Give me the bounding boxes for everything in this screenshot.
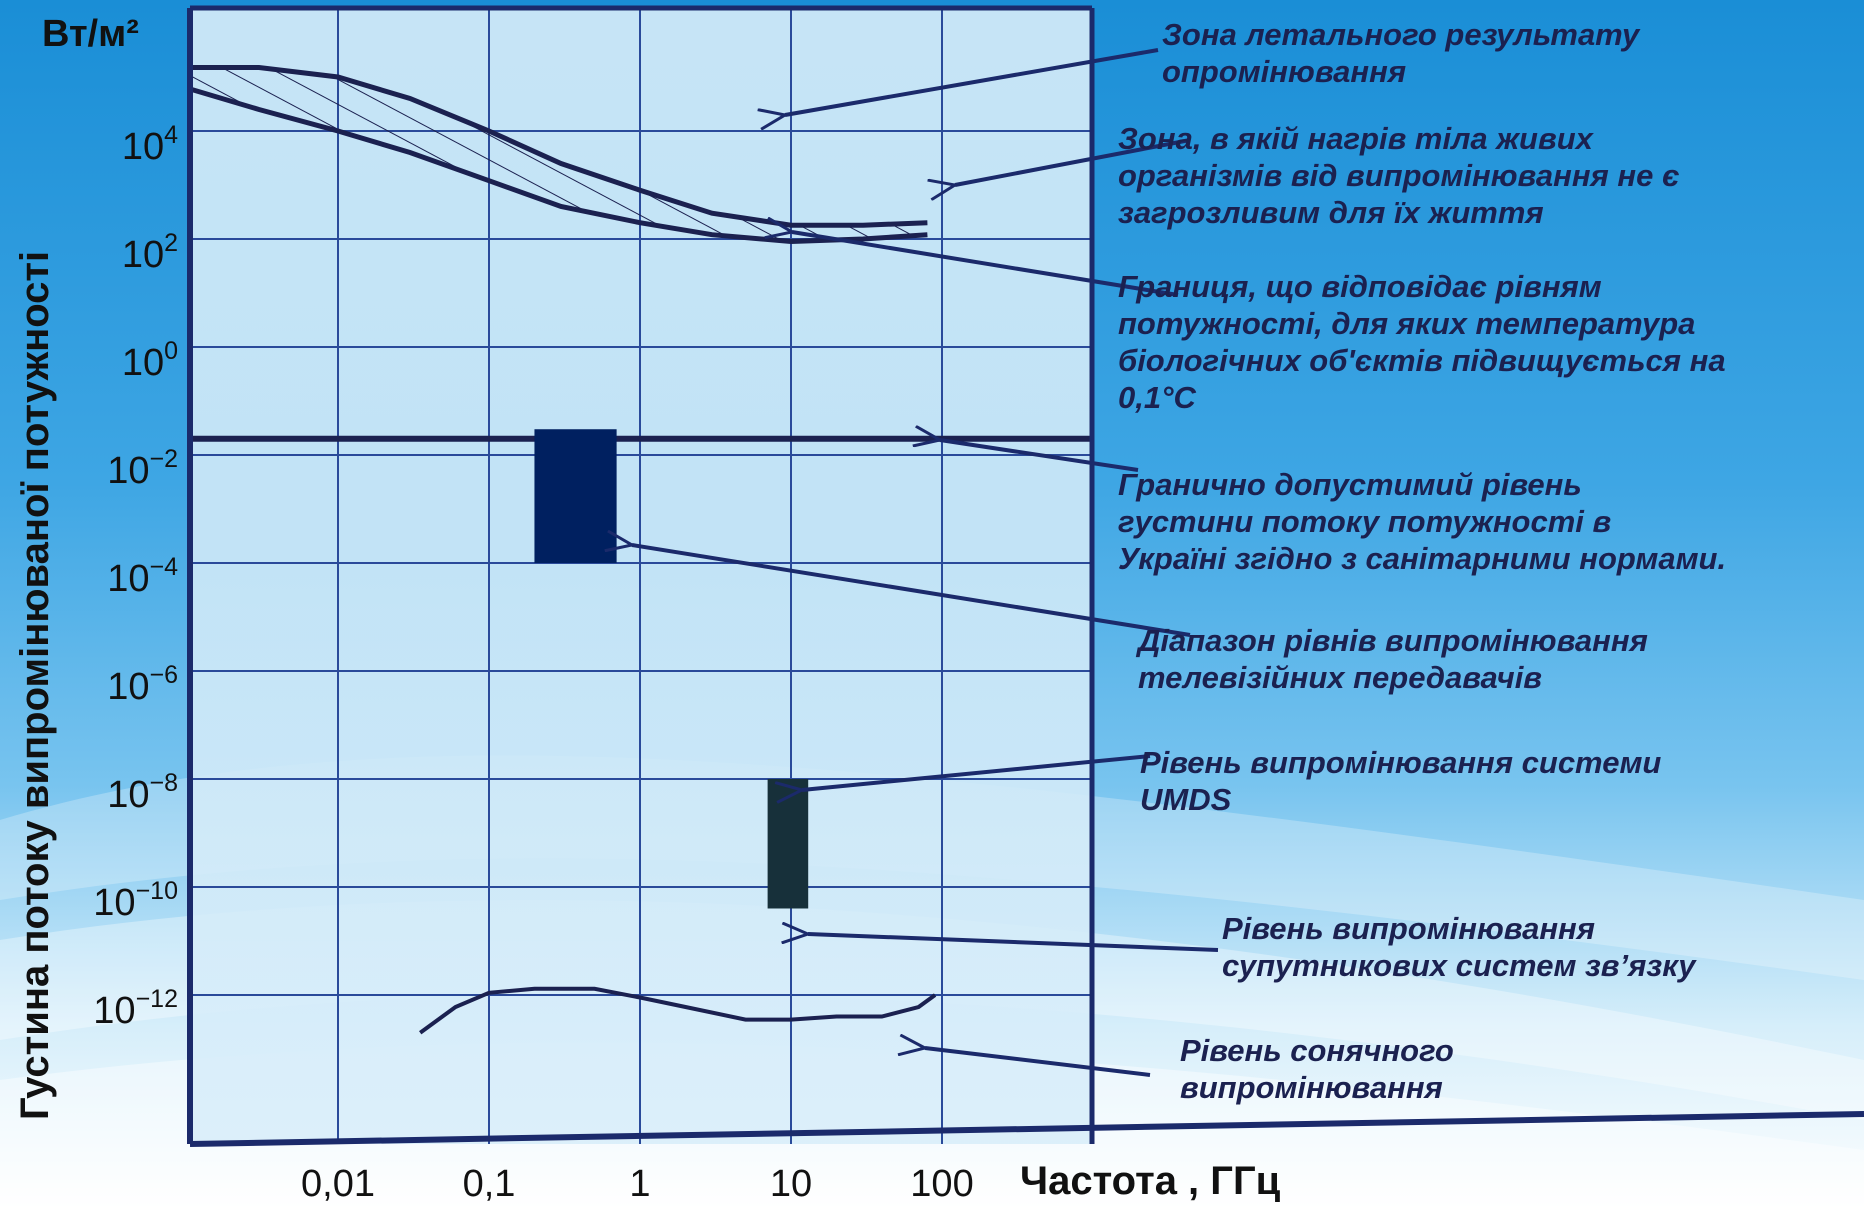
annotation-lethal: Зона летального результату опромінювання — [1162, 17, 1640, 89]
x-tick-labels: 0,01 0,1 1 10 100 — [301, 1163, 974, 1205]
y-tick-label: 10−4 — [107, 553, 178, 600]
y-tick-label: 10−10 — [93, 877, 178, 924]
lethal-zone-fill — [190, 67, 928, 242]
umds_satellite-bar — [767, 779, 809, 909]
annotation-arrow — [808, 934, 1219, 952]
annotation-boundary: Границя, що відповідає рівням потужності… — [1118, 269, 1726, 415]
annotation-arrow — [632, 545, 1191, 637]
fills — [190, 67, 928, 242]
x-tick-label: 100 — [910, 1163, 973, 1205]
y-tick-label: 10−6 — [107, 661, 178, 708]
y-tick-label: 10−12 — [93, 985, 178, 1032]
x-tick-label: 0,1 — [463, 1163, 516, 1205]
y-tick-label: 102 — [122, 229, 178, 276]
annotation-arrows — [632, 48, 1219, 1077]
annotation-satellite: Рівень випромінювання супутникових систе… — [1222, 911, 1696, 983]
lethal-upper-line — [190, 65, 928, 228]
annotation-tv: Діапазон рівнів випромінювання телевізій… — [1138, 623, 1648, 695]
heating-boundary-line — [189, 86, 928, 245]
x-tick-label: 10 — [770, 1163, 812, 1205]
annotation-arrow — [955, 138, 1191, 185]
x-axis-line — [189, 1111, 1864, 1147]
y-tick-label: 100 — [122, 337, 178, 384]
annotation-umds: Рівень випромінювання системи UMDS — [1140, 745, 1662, 817]
series-lines — [189, 65, 1092, 1035]
x-axis-title: Частота , ГГц — [1020, 1159, 1281, 1203]
annotation-ukraine-limit: Гранично допустимий рівень густини поток… — [1118, 467, 1727, 576]
y-unit-label: Вт/м² — [42, 13, 139, 55]
y-axis-title: Густина потоку випромінюваної потужності — [13, 251, 57, 1120]
x-tick-label: 0,01 — [301, 1163, 375, 1205]
solar-line — [419, 986, 937, 1035]
annotation-arrow — [925, 1048, 1151, 1077]
tv_transmitters-bar — [534, 429, 617, 563]
y-tick-label: 10−2 — [107, 445, 178, 492]
y-tick-labels: 104 102 100 10−2 10−4 10−6 10−8 10−10 10−12 — [93, 121, 178, 1032]
x-tick-label: 1 — [629, 1163, 650, 1205]
y-tick-label: 10−8 — [107, 769, 178, 816]
annotation-arrow — [802, 754, 1151, 790]
y-tick-label: 104 — [122, 121, 178, 168]
annotation-arrow — [792, 232, 1179, 297]
annotation-arrow — [785, 48, 1159, 115]
annotation-arrow — [940, 440, 1139, 472]
annotation-safe-zone: Зона, в якій нагрів тіла живих організмі… — [1118, 121, 1680, 230]
axes — [187, 5, 1864, 1147]
grid — [190, 8, 1092, 1144]
annotation-solar: Рівень сонячного випромінювання — [1180, 1033, 1454, 1105]
